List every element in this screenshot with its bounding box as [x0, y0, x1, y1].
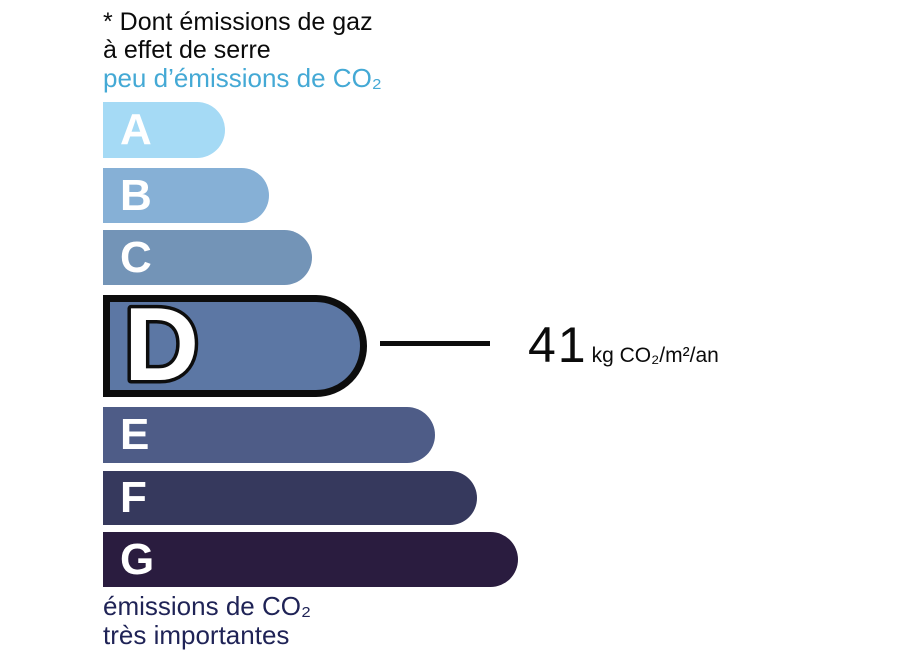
footnote-line1: * Dont émissions de gaz	[103, 8, 373, 36]
callout-line	[380, 341, 490, 346]
bar-class-f: F	[103, 471, 477, 525]
emission-unit: kg CO₂/m²/an	[591, 344, 719, 367]
high-emissions-line1: émissions de CO₂	[103, 591, 312, 621]
bar-class-c: C	[103, 230, 312, 285]
bar-letter: F	[120, 473, 147, 522]
high-emissions-label: émissions de CO₂ très importantes	[103, 592, 311, 650]
high-emissions-line2: très importantes	[103, 620, 290, 650]
emission-value: 41	[528, 317, 588, 373]
footnote: * Dont émissions de gaz à effet de serre	[103, 8, 373, 64]
bar-letter: C	[120, 232, 152, 282]
bar-class-d: D	[103, 295, 367, 397]
value-callout: 41 kg CO₂/m²/an	[528, 320, 719, 370]
bar-class-b: B	[103, 168, 269, 223]
bar-letter: D	[121, 302, 203, 390]
low-emissions-label: peu d’émissions de CO₂	[103, 63, 382, 93]
bar-letter: B	[120, 170, 152, 220]
bar-letter: A	[120, 105, 152, 154]
bar-letter: G	[120, 534, 155, 584]
bar-class-a: A	[103, 102, 225, 158]
svg-text:D: D	[124, 302, 199, 390]
bar-class-g: G	[103, 532, 518, 587]
footnote-line2: à effet de serre	[103, 36, 271, 64]
bar-letter: E	[120, 410, 150, 459]
bar-class-e: E	[103, 407, 435, 463]
